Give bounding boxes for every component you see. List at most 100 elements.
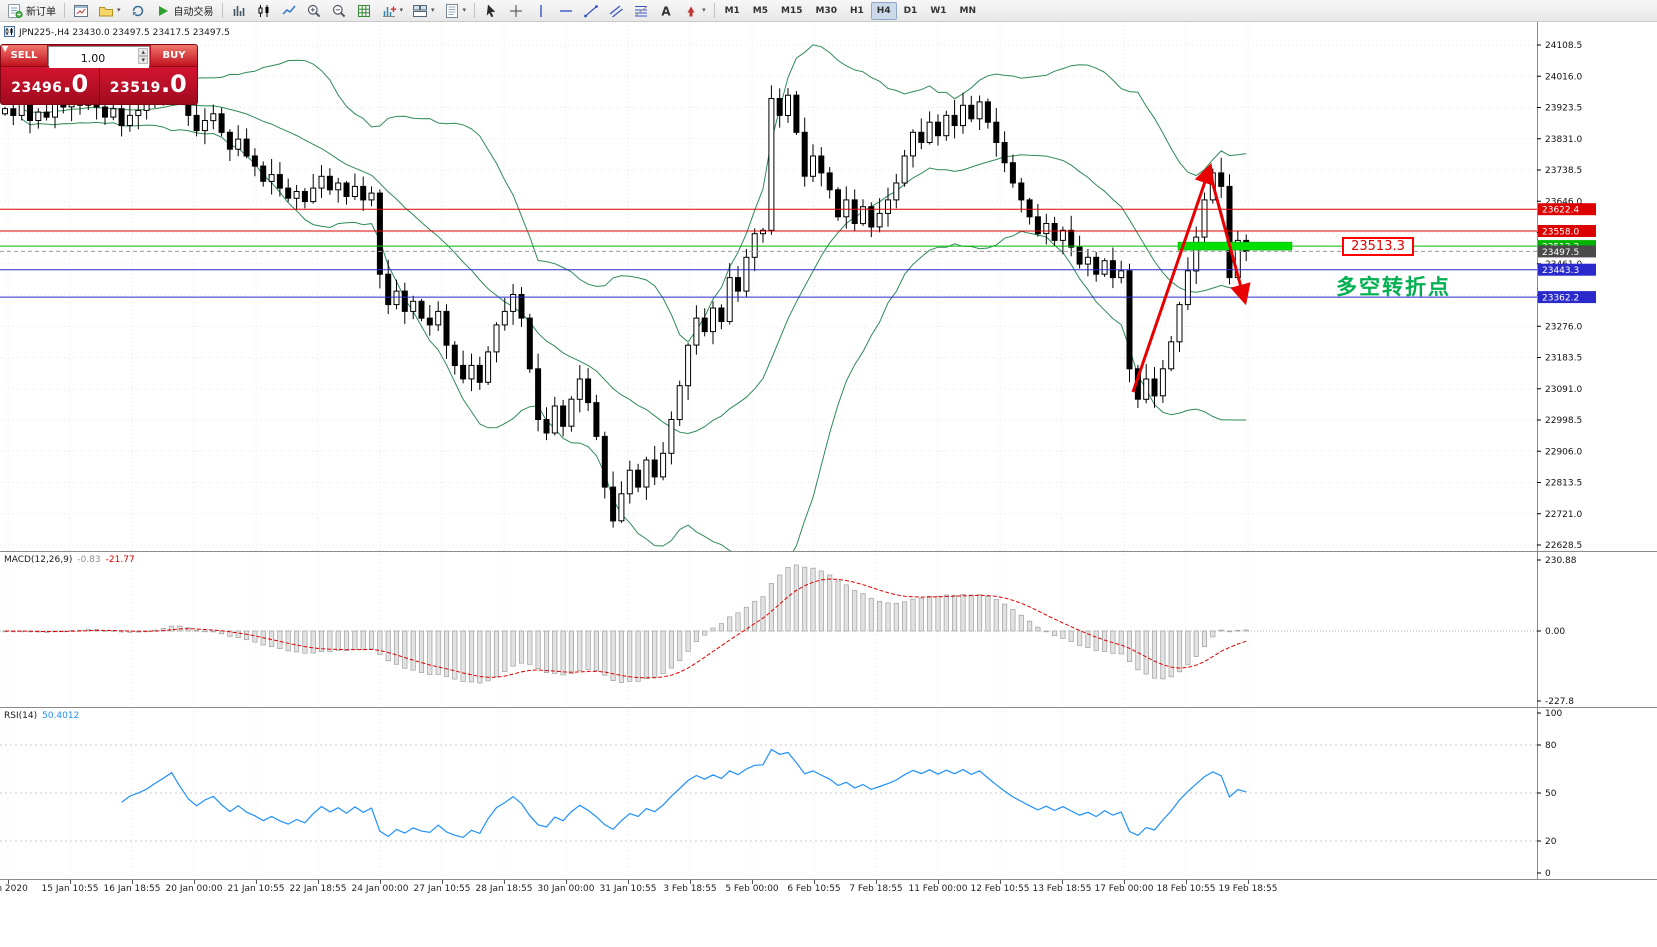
timeframe-d1-button[interactable]: D1 bbox=[903, 5, 918, 16]
timeframe-m30-button[interactable]: M30 bbox=[815, 5, 837, 16]
arrows-icon bbox=[687, 6, 695, 16]
line-chart-button[interactable] bbox=[277, 1, 301, 21]
sell-button[interactable]: SELL bbox=[1, 45, 47, 67]
auto-trading-button[interactable]: 自动交易 bbox=[151, 1, 218, 21]
timeframe-h1-button[interactable]: H1 bbox=[849, 5, 864, 16]
svg-text:A: A bbox=[661, 4, 671, 18]
buy-button[interactable]: BUY bbox=[151, 45, 197, 67]
time-label: 15 Jan 10:55 bbox=[41, 884, 99, 894]
template-icon bbox=[445, 3, 458, 18]
dropdown-caret-icon: ▾ bbox=[462, 6, 467, 14]
macd-signal-value: -21.77 bbox=[105, 555, 135, 565]
refresh-button[interactable] bbox=[126, 1, 150, 21]
candlestick-chart-button[interactable] bbox=[252, 1, 276, 21]
time-tick bbox=[1062, 880, 1063, 884]
price-tag: 23558.0 bbox=[1538, 225, 1596, 238]
text-icon: A bbox=[661, 4, 671, 18]
time-tick bbox=[1248, 880, 1249, 884]
svg-text:22721.0: 22721.0 bbox=[1545, 510, 1582, 520]
timeframe-m1-button[interactable]: M1 bbox=[724, 5, 740, 16]
vertical-line-button[interactable] bbox=[529, 1, 553, 21]
toolbar-separator bbox=[64, 3, 65, 18]
time-tick bbox=[132, 880, 133, 884]
profiles-icon bbox=[99, 6, 113, 16]
timeframe-w1-button[interactable]: W1 bbox=[930, 5, 947, 16]
buy-price-display[interactable]: 23519.0 bbox=[109, 70, 187, 98]
volume-up-button[interactable]: ▴ bbox=[138, 48, 148, 56]
horizontal-line-button[interactable] bbox=[554, 1, 578, 21]
time-label: 16 Jan 18:55 bbox=[103, 884, 161, 894]
chart-window-icon bbox=[74, 4, 88, 17]
time-tick bbox=[504, 880, 505, 884]
time-tick bbox=[628, 880, 629, 884]
svg-text:24016.0: 24016.0 bbox=[1545, 72, 1582, 82]
new-order-button[interactable]: 新订单 bbox=[3, 1, 60, 21]
cursor-button[interactable] bbox=[479, 1, 503, 21]
dropdown-caret-icon: ▾ bbox=[702, 6, 706, 14]
rsi-name: RSI(14) bbox=[4, 711, 38, 721]
svg-text:22813.5: 22813.5 bbox=[1545, 479, 1582, 489]
crosshair-icon bbox=[510, 4, 523, 17]
svg-text:22998.5: 22998.5 bbox=[1545, 416, 1582, 426]
vline-icon bbox=[540, 4, 542, 17]
rsi-indicator-panel[interactable]: 100 80 50 20 0 bbox=[0, 707, 1657, 879]
price-tag: 23362.2 bbox=[1538, 291, 1596, 304]
candles-icon bbox=[258, 4, 269, 17]
windows-button[interactable]: ▾ bbox=[408, 1, 439, 21]
timeframe-mn-button[interactable]: MN bbox=[959, 5, 977, 16]
thick-support-line bbox=[1177, 241, 1293, 251]
sell-price-display[interactable]: 23496.0 bbox=[11, 70, 89, 98]
time-label: 30 Jan 00:00 bbox=[537, 884, 595, 894]
toolbar-separator bbox=[713, 3, 715, 18]
refresh-icon bbox=[132, 5, 143, 16]
timeframe-m5-button[interactable]: M5 bbox=[752, 5, 769, 16]
time-tick bbox=[814, 880, 815, 884]
time-tick bbox=[1186, 880, 1187, 884]
grid-button[interactable] bbox=[352, 1, 376, 21]
crosshair-button[interactable] bbox=[504, 1, 528, 21]
text-button[interactable]: A bbox=[654, 1, 678, 21]
trade-panel-menu-caret[interactable]: ▼ bbox=[2, 44, 9, 53]
zoom-in-button[interactable] bbox=[302, 1, 326, 21]
timeframe-h4-button[interactable]: H4 bbox=[870, 1, 897, 20]
indicators-button[interactable]: ▾ bbox=[377, 1, 408, 21]
time-tick bbox=[442, 880, 443, 884]
toolbar-separator bbox=[474, 3, 476, 18]
volume-input[interactable] bbox=[49, 49, 149, 68]
chart-ohlc-header: JPN225-,H4 23430.0 23497.5 23417.5 23497… bbox=[4, 26, 230, 40]
macd-name: MACD(12,26,9) bbox=[4, 555, 73, 565]
time-label: 6 Feb 10:55 bbox=[787, 884, 841, 894]
time-tick bbox=[1124, 880, 1125, 884]
volume-down-button[interactable]: ▾ bbox=[138, 56, 148, 64]
timeframe-m15-button[interactable]: M15 bbox=[781, 5, 803, 16]
price-annotation-box[interactable]: 23513.3 bbox=[1342, 237, 1414, 256]
macd-label: MACD(12,26,9) -0.83 -21.77 bbox=[4, 555, 135, 565]
chart-window-button[interactable] bbox=[69, 1, 93, 21]
time-tick bbox=[938, 880, 939, 884]
time-label: 27 Jan 10:55 bbox=[413, 884, 471, 894]
arrows-button[interactable]: ▾ bbox=[679, 1, 710, 21]
time-tick bbox=[876, 880, 877, 884]
svg-text:22628.5: 22628.5 bbox=[1545, 541, 1582, 551]
play-icon bbox=[158, 5, 168, 16]
svg-text:23362.2: 23362.2 bbox=[1542, 294, 1579, 304]
macd-indicator-panel[interactable]: 230.88 0.00 -227.8 bbox=[0, 551, 1657, 707]
trendline-button[interactable] bbox=[579, 1, 603, 21]
bar-chart-button[interactable] bbox=[227, 1, 251, 21]
time-tick bbox=[70, 880, 71, 884]
svg-text:24108.5: 24108.5 bbox=[1545, 41, 1582, 51]
channel-button[interactable] bbox=[604, 1, 628, 21]
fibonacci-button[interactable] bbox=[629, 1, 653, 21]
time-tick bbox=[380, 880, 381, 884]
time-axis[interactable]: Jan 2020 15 Jan 10:55 16 Jan 18:55 20 Jan 0… bbox=[0, 879, 1657, 899]
time-tick bbox=[194, 880, 195, 884]
svg-text:100: 100 bbox=[1545, 709, 1562, 719]
bars-icon bbox=[233, 5, 244, 16]
templates-button[interactable]: ▾ bbox=[440, 1, 471, 21]
profiles-button[interactable]: ▾ bbox=[94, 1, 125, 21]
zoom-in-icon bbox=[307, 4, 320, 17]
time-label: 7 Feb 18:55 bbox=[849, 884, 903, 894]
turning-point-label[interactable]: 多空转折点 bbox=[1336, 275, 1451, 299]
zoom-out-button[interactable] bbox=[327, 1, 351, 21]
svg-text:230.88: 230.88 bbox=[1545, 556, 1577, 566]
